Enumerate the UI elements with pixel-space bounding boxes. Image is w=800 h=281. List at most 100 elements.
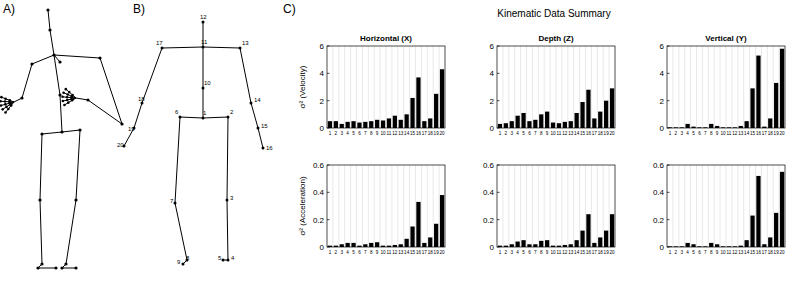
y-tick: [327, 46, 330, 47]
joint: [227, 116, 230, 119]
bar: [768, 237, 772, 247]
x-tick-label: 6: [358, 131, 361, 136]
grid-line: [773, 46, 774, 128]
x-tick-label: 1: [499, 250, 502, 255]
grid-line: [362, 165, 363, 247]
grid-line: [532, 46, 533, 128]
figure-title: Kinematic Data Summary: [497, 8, 610, 19]
bone: [62, 268, 76, 269]
bar: [510, 121, 514, 128]
grid-line: [332, 46, 333, 128]
bone: [42, 132, 62, 134]
bar: [539, 114, 543, 128]
grid-line: [726, 46, 727, 128]
x-tick-label: 12: [562, 131, 568, 136]
y-tick: [667, 192, 670, 193]
grid-line: [508, 46, 509, 128]
bar: [539, 241, 543, 247]
y-tick: [327, 192, 330, 193]
bar: [569, 244, 573, 247]
y-tick: [327, 100, 330, 101]
x-tick-label: 15: [580, 131, 586, 136]
x-tick-label: 4: [516, 131, 519, 136]
finger-joint: [1, 108, 4, 111]
grid-line: [427, 46, 428, 128]
joint: [174, 202, 177, 205]
grid-line: [397, 46, 398, 128]
x-tick-label: 9: [546, 131, 549, 136]
grid-line: [433, 46, 434, 128]
x-tick-label: 8: [370, 250, 373, 255]
grid-line: [403, 46, 404, 128]
x-tick-label: 2: [335, 131, 338, 136]
bar-chart: 02461234567891011121314151617181920Horiz…: [298, 34, 445, 136]
grid-line: [344, 46, 345, 128]
x-tick-label: 2: [505, 131, 508, 136]
bar: [340, 124, 344, 128]
y-tick: [497, 219, 500, 220]
x-tick-label: 3: [340, 250, 343, 255]
x-tick-label: 15: [750, 250, 756, 255]
x-tick-label: 17: [592, 250, 598, 255]
bone: [227, 117, 228, 200]
grid-line: [678, 46, 679, 128]
bar: [586, 214, 590, 247]
joint-label: 9: [177, 259, 181, 265]
bar: [334, 121, 338, 128]
bar: [709, 124, 713, 128]
x-tick-label: 7: [704, 131, 707, 136]
chart-title: Horizontal (X): [360, 34, 412, 43]
grid-line: [362, 46, 363, 128]
joint: [202, 21, 205, 24]
y-tick: [497, 247, 500, 248]
grid-line: [755, 46, 756, 128]
y-tick: [327, 165, 330, 166]
grid-line: [696, 46, 697, 128]
x-tick-label: 17: [762, 250, 768, 255]
grid-line: [702, 46, 703, 128]
bar: [434, 224, 438, 247]
x-tick-label: 1: [669, 250, 672, 255]
y-tick-label: 0.6: [653, 161, 665, 170]
grid-line: [550, 165, 551, 247]
bar: [545, 112, 549, 128]
bar: [369, 243, 373, 247]
joint: [179, 116, 182, 119]
bar: [604, 101, 608, 128]
x-tick-label: 11: [387, 131, 392, 136]
y-tick-label: 6: [320, 42, 325, 51]
bone: [76, 98, 88, 100]
bar: [745, 240, 749, 247]
y-tick: [497, 128, 500, 129]
x-tick-label: 12: [392, 250, 398, 255]
grid-line: [678, 165, 679, 247]
grid-line: [767, 46, 768, 128]
chart-title: Vertical (Y): [705, 34, 747, 43]
skeleton-b: 1234567891011121314151617181920: [117, 14, 273, 266]
joint-label: 12: [200, 14, 207, 20]
x-tick-label: 8: [540, 131, 543, 136]
grid-line: [421, 165, 422, 247]
x-tick-label: 5: [522, 131, 525, 136]
y-tick-label: 6: [660, 42, 665, 51]
grid-line: [409, 165, 410, 247]
bar: [416, 77, 420, 128]
finger-joint: [0, 96, 3, 99]
y-tick: [497, 100, 500, 101]
x-tick-label: 19: [604, 131, 610, 136]
joint: [40, 262, 43, 265]
grid-line: [579, 165, 580, 247]
x-tick-label: 13: [738, 131, 744, 136]
x-tick-label: 20: [609, 250, 615, 255]
bar: [516, 242, 520, 247]
x-tick-label: 20: [439, 250, 445, 255]
bar: [527, 121, 531, 128]
joint: [78, 128, 81, 131]
bar: [527, 244, 531, 247]
x-tick-label: 3: [510, 250, 513, 255]
grid-line: [374, 46, 375, 128]
bar: [381, 120, 385, 128]
bone: [88, 100, 122, 124]
x-tick-label: 4: [346, 131, 349, 136]
joint-label: 13: [242, 40, 249, 46]
